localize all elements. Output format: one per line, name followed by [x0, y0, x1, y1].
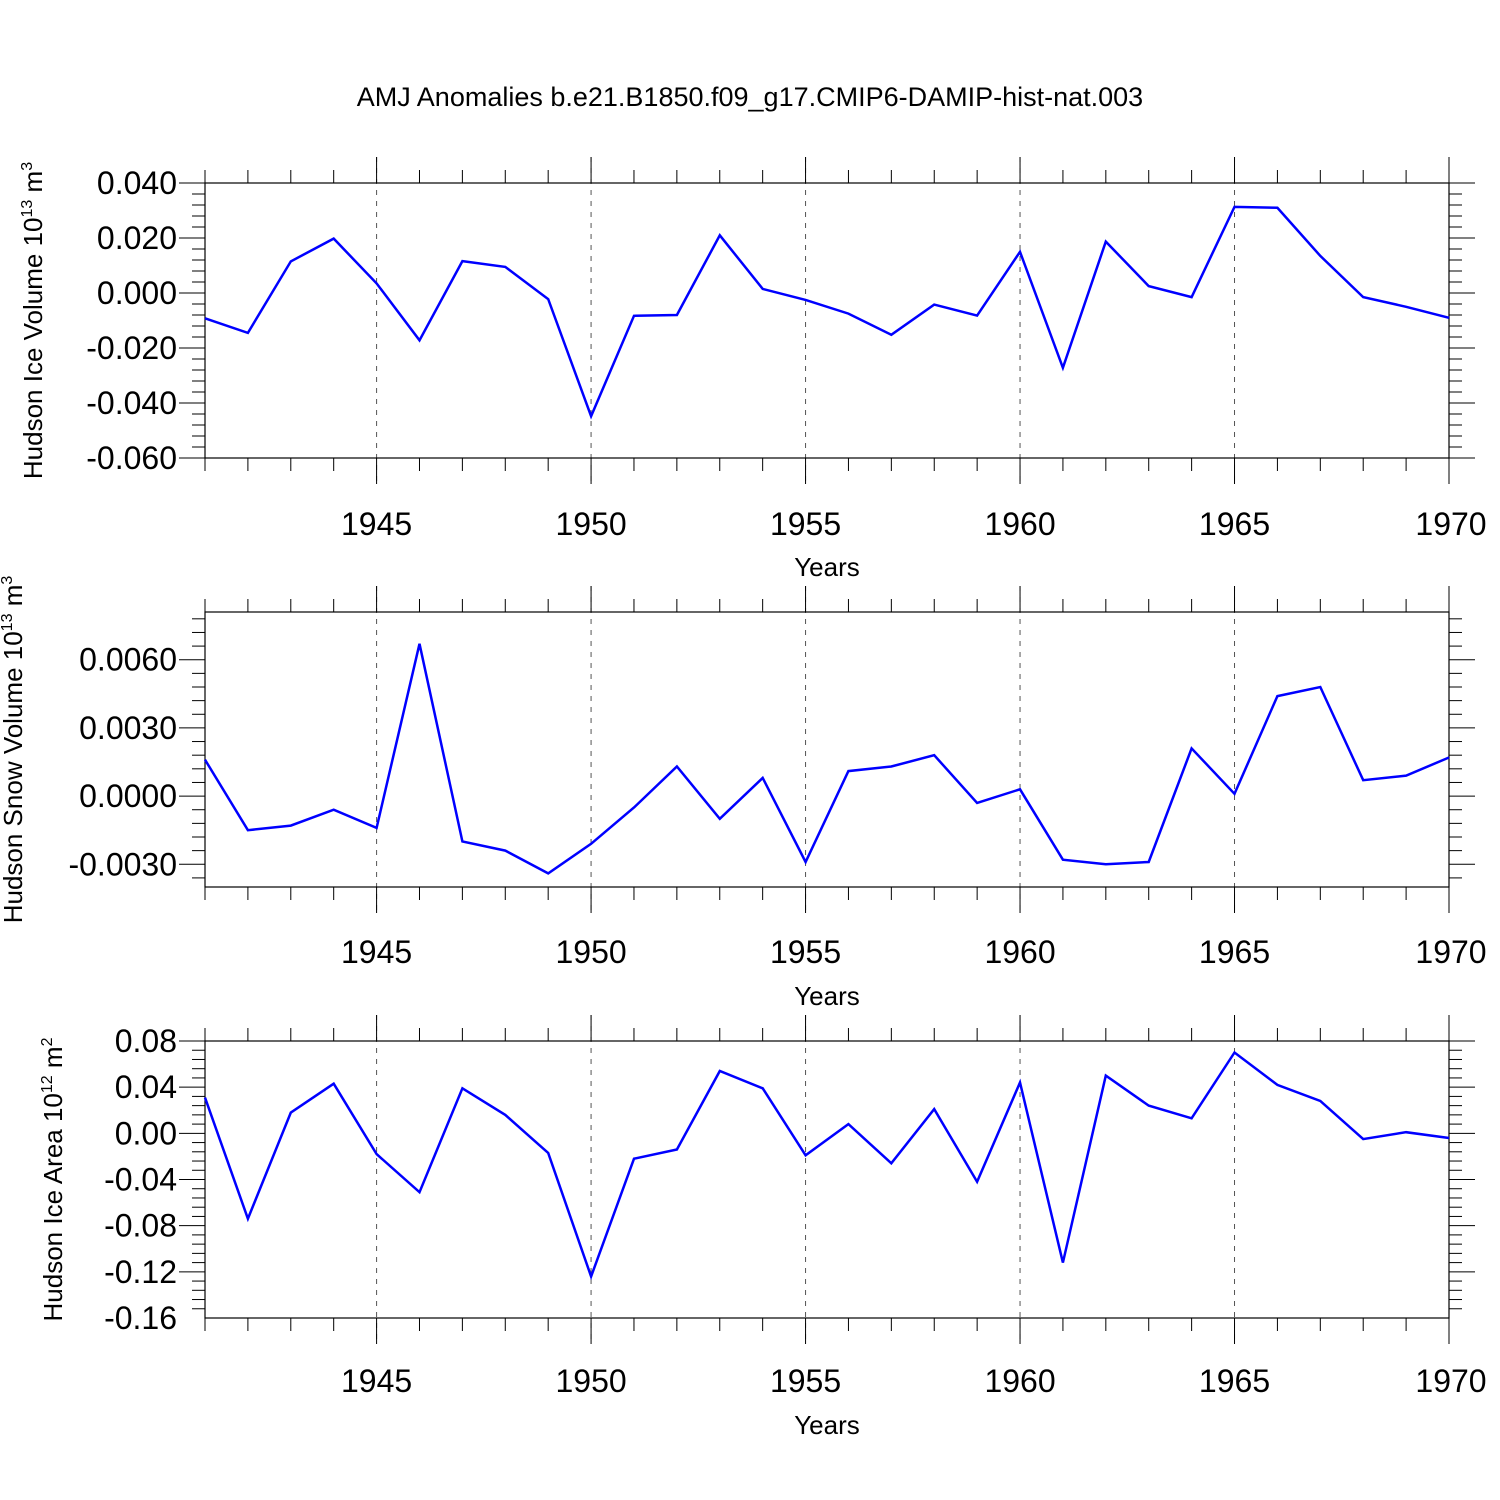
x-tick-label: 1960	[984, 1363, 1055, 1399]
y-tick-label: 0.08	[115, 1023, 177, 1059]
plot-frame	[204, 1040, 1450, 1319]
x-tick-label: 1970	[1415, 506, 1486, 542]
x-tick-label: 1960	[984, 506, 1055, 542]
x-tick-label: 1965	[1199, 934, 1270, 970]
x-tick-label: 1955	[770, 506, 841, 542]
x-axis-label: Years	[794, 552, 860, 582]
panel-1: -0.060 -0.040 -0.020 0.000 0.020 0.040 1945 195…	[18, 157, 1487, 582]
y-tick-label: 0.04	[115, 1069, 177, 1105]
y-tick-label: 0.0000	[79, 778, 177, 814]
y-tick-label: 0.0060	[79, 642, 177, 678]
x-tick-label: 1945	[341, 1363, 412, 1399]
y-axis-label: Hudson Snow Volume 1013 m3	[0, 576, 28, 924]
x-tick-label: 1950	[555, 934, 626, 970]
x-tick-label: 1945	[341, 934, 412, 970]
x-axis-label: Years	[794, 1410, 860, 1440]
x-tick-label: 1955	[770, 934, 841, 970]
y-tick-label: -0.08	[104, 1208, 177, 1244]
x-tick-label: 1950	[555, 506, 626, 542]
x-tick-label: 1965	[1199, 506, 1270, 542]
y-tick-label: -0.12	[104, 1254, 177, 1290]
panel-2: -0.0030 0.0000 0.0030 0.0060 1945 1950 1955 196…	[0, 576, 1487, 1011]
y-tick-label: -0.060	[86, 440, 177, 476]
x-tick-label: 1965	[1199, 1363, 1270, 1399]
y-tick-label: 0.000	[97, 275, 177, 311]
y-axis-label: Hudson Ice Volume 1013 m3	[18, 162, 48, 479]
y-tick-label: -0.16	[104, 1300, 177, 1336]
x-tick-label: 1970	[1415, 934, 1486, 970]
x-tick-label: 1970	[1415, 1363, 1486, 1399]
y-tick-label: 0.040	[97, 165, 177, 201]
plot-frame	[204, 182, 1450, 459]
x-axis-label: Years	[794, 981, 860, 1011]
series-line	[203, 643, 1450, 875]
y-tick-label: 0.00	[115, 1115, 177, 1151]
x-tick-label: 1950	[555, 1363, 626, 1399]
x-tick-label: 1955	[770, 1363, 841, 1399]
plot-frame	[204, 611, 1450, 888]
panel-3: -0.16 -0.12 -0.08 -0.04 0.00 0.04 0.08 1945 1950…	[38, 1015, 1487, 1440]
chart-title: AMJ Anomalies b.e21.B1850.f09_g17.CMIP6-…	[356, 82, 1144, 112]
x-tick-label: 1945	[341, 506, 412, 542]
series-line	[203, 1050, 1450, 1281]
y-tick-label: -0.04	[104, 1162, 177, 1198]
y-tick-label: -0.020	[86, 330, 177, 366]
y-tick-label: 0.0030	[79, 710, 177, 746]
y-tick-label: -0.040	[86, 385, 177, 421]
series-line	[204, 205, 1450, 420]
y-axis-label: Hudson Ice Area 1012 m2	[38, 1037, 68, 1321]
y-tick-label: 0.020	[97, 220, 177, 256]
y-tick-label: -0.0030	[68, 846, 177, 882]
x-tick-label: 1960	[984, 934, 1055, 970]
